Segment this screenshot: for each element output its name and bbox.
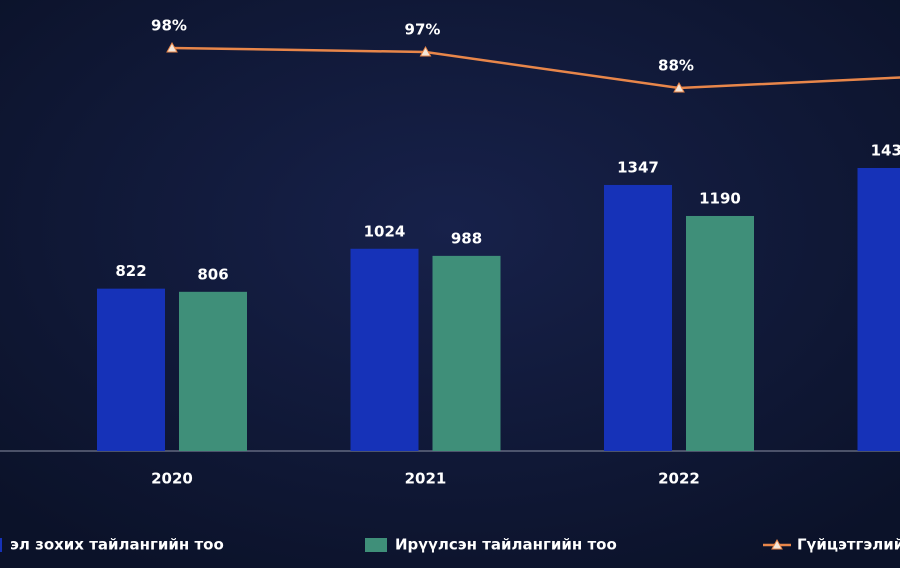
line-value-label: 98% xyxy=(151,17,187,35)
line xyxy=(171,46,900,90)
bar-value-label: 806 xyxy=(197,265,228,283)
line-marker xyxy=(673,81,685,93)
legend-label: Гүйцэтгэлийн xyxy=(797,536,900,554)
bar-value-label: 822 xyxy=(115,262,146,280)
line-marker xyxy=(419,45,432,57)
bar xyxy=(350,248,419,451)
bar-value-label: 1024 xyxy=(364,222,406,240)
bar xyxy=(179,291,247,451)
bar-value-label: 1190 xyxy=(699,189,741,207)
bar-value-label: 1433 xyxy=(871,141,900,159)
x-tick-label: 2021 xyxy=(405,470,447,488)
legend-label: Ирүүлсэн тайлангийн тоо xyxy=(395,536,617,554)
x-tick-label: 2022 xyxy=(658,470,700,488)
line-value-label: 88% xyxy=(658,57,694,75)
legend-marker xyxy=(771,538,783,550)
legend-swatch xyxy=(365,538,387,552)
bar xyxy=(604,184,672,451)
bar xyxy=(686,215,754,451)
line-marker xyxy=(166,41,178,53)
bar xyxy=(857,167,900,452)
bar-value-label: 1347 xyxy=(617,158,659,176)
bar xyxy=(97,288,165,451)
legend-label: эл зохих тайлангийн тоо xyxy=(10,536,224,554)
bar-value-label: 988 xyxy=(451,229,482,247)
legend-swatch xyxy=(0,538,2,552)
line-value-label: 97% xyxy=(405,21,441,39)
bar xyxy=(432,255,501,451)
x-tick-label: 2020 xyxy=(151,470,193,488)
